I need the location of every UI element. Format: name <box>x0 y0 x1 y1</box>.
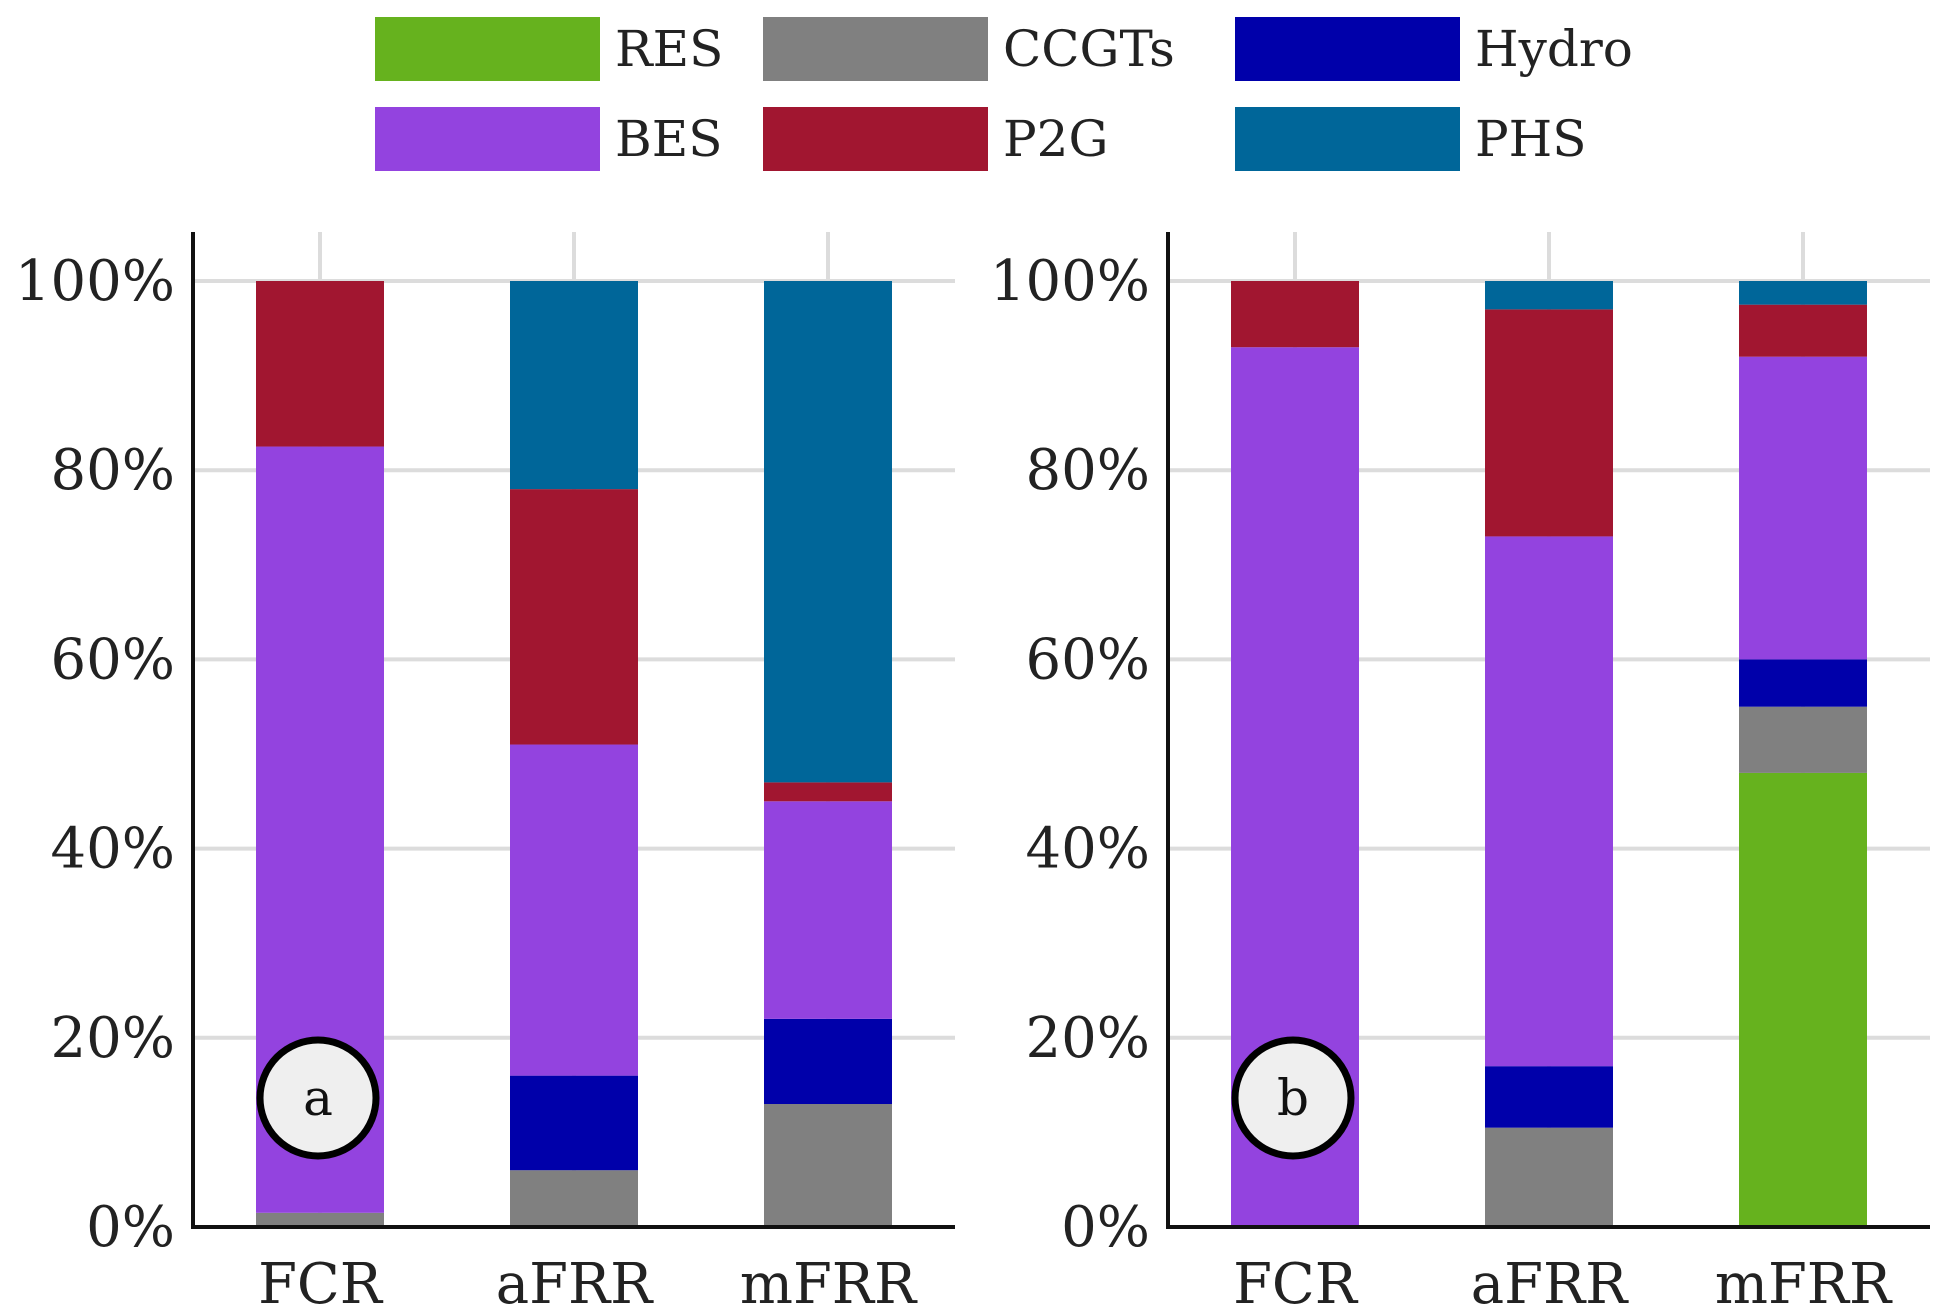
legend-label-bes: BES <box>615 110 723 168</box>
panel-label: a <box>303 1069 333 1127</box>
x-tick-label-fcr: FCR <box>1233 1252 1359 1314</box>
bar-afrr-bes <box>1485 536 1613 1067</box>
bar-afrr-phs <box>1485 281 1613 310</box>
bar-mfrr-res <box>1739 772 1867 1227</box>
y-tick-label: 60% <box>51 627 175 692</box>
x-tick-label-afrr: aFRR <box>496 1252 654 1314</box>
x-tick-label-mfrr: mFRR <box>740 1252 918 1314</box>
panel-label-circle <box>256 1036 380 1160</box>
legend-label-ccgts: CCGTs <box>1003 20 1175 78</box>
bar-mfrr-phs <box>1739 281 1867 305</box>
chart-panel-a: 0% 20% 40% 60% 80% 100% FCR aFRR mFRR a <box>15 232 955 1314</box>
x-tick-label-afrr: aFRR <box>1471 1252 1629 1314</box>
legend-label-res: RES <box>615 20 723 78</box>
y-tick-label: 40% <box>51 817 175 882</box>
bar-mfrr-ccgts <box>1739 706 1867 773</box>
y-tick-label: 100% <box>15 249 175 314</box>
bar-afrr-ccgts <box>510 1170 638 1227</box>
bar-mfrr-phs <box>764 281 892 783</box>
bar-mfrr-ccgts <box>764 1104 892 1227</box>
bar-mfrr-bes <box>1739 356 1867 660</box>
y-tick-label: 60% <box>1026 627 1150 692</box>
y-tick-label: 0% <box>86 1195 175 1260</box>
bar-afrr-hydro <box>510 1075 638 1171</box>
bar-mfrr-p2g <box>764 782 892 802</box>
panel-label: b <box>1277 1069 1309 1127</box>
chart-panel-b: 0% 20% 40% 60% 80% 100% FCR aFRR mFRR b <box>990 232 1930 1314</box>
y-tick-label: 20% <box>1026 1006 1150 1071</box>
legend: RES CCGTs Hydro BES P2G PHS <box>375 17 1633 171</box>
legend-swatch-p2g <box>763 107 988 171</box>
bar-mfrr-p2g <box>1739 304 1867 357</box>
bar-afrr-phs <box>510 281 638 490</box>
y-tick-label: 80% <box>51 438 175 503</box>
bar-fcr-ccgts <box>256 1212 384 1227</box>
x-tick-label-mfrr: mFRR <box>1715 1252 1893 1314</box>
bar-mfrr-bes <box>764 801 892 1019</box>
legend-swatch-ccgts <box>763 17 988 81</box>
legend-swatch-phs <box>1235 107 1460 171</box>
x-tick-label-fcr: FCR <box>258 1252 384 1314</box>
bar-afrr-hydro <box>1485 1066 1613 1128</box>
y-tick-label: 80% <box>1026 438 1150 503</box>
y-tick-label: 0% <box>1061 1195 1150 1260</box>
legend-label-hydro: Hydro <box>1475 20 1633 78</box>
bar-fcr-p2g <box>1231 281 1359 348</box>
bar-afrr-p2g <box>510 489 638 745</box>
bar-afrr-p2g <box>1485 309 1613 537</box>
y-tick-label: 40% <box>1026 817 1150 882</box>
bar-afrr-ccgts <box>1485 1127 1613 1227</box>
bar-mfrr-hydro <box>1739 659 1867 707</box>
legend-label-p2g: P2G <box>1003 110 1108 168</box>
y-tick-label: 100% <box>990 249 1150 314</box>
legend-swatch-hydro <box>1235 17 1460 81</box>
legend-swatch-res <box>375 17 600 81</box>
legend-swatch-bes <box>375 107 600 171</box>
bar-afrr-bes <box>510 744 638 1076</box>
legend-label-phs: PHS <box>1475 110 1587 168</box>
bar-fcr-p2g <box>256 281 384 447</box>
panel-label-circle <box>1231 1036 1355 1160</box>
bar-mfrr-hydro <box>764 1018 892 1105</box>
y-tick-label: 20% <box>51 1006 175 1071</box>
